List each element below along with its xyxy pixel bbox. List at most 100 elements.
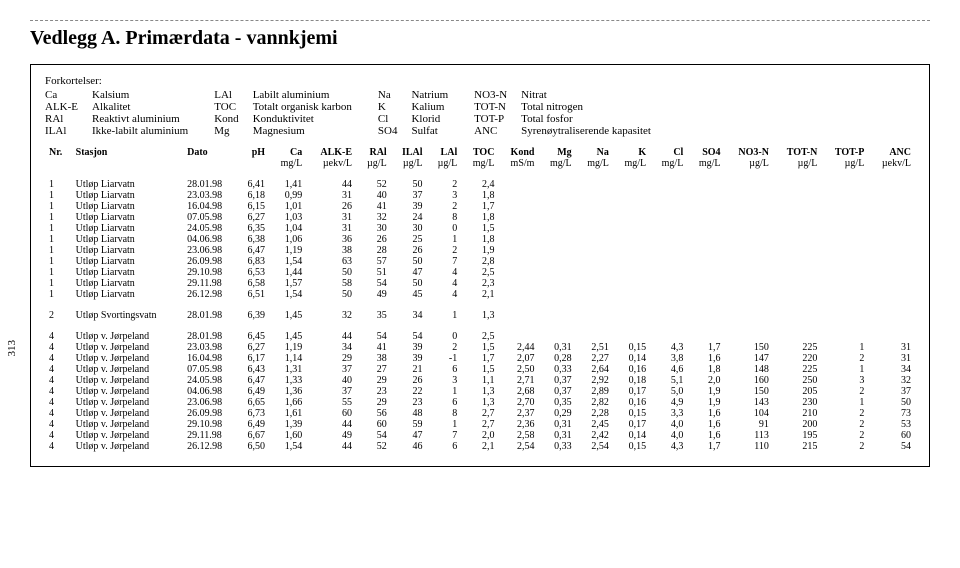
cell: 2,5 — [461, 267, 498, 278]
cell: 4,6 — [650, 364, 687, 375]
cell — [538, 223, 575, 234]
cell — [687, 331, 724, 342]
cell — [576, 179, 613, 190]
abbrev-key: RAl — [45, 113, 78, 125]
col-header: Nr. — [45, 147, 72, 158]
table-row: 4Utløp v. Jørpeland29.11.986,671,6049544… — [45, 430, 915, 441]
cell: 2 — [821, 419, 868, 430]
cell — [687, 223, 724, 234]
cell — [821, 190, 868, 201]
page-title: Vedlegg A. Primærdata - vannkjemi — [30, 27, 930, 50]
cell: 4 — [427, 278, 462, 289]
cell — [773, 201, 821, 212]
cell: 150 — [725, 386, 773, 397]
cell: 6,50 — [237, 441, 269, 452]
cell: 8 — [427, 408, 462, 419]
cell — [773, 190, 821, 201]
cell — [498, 256, 538, 267]
cell — [725, 212, 773, 223]
cell: 148 — [725, 364, 773, 375]
table-row: 4Utløp v. Jørpeland28.01.986,451,4544545… — [45, 331, 915, 342]
cell — [868, 201, 915, 212]
cell: 1,6 — [687, 353, 724, 364]
col-header: TOC — [461, 147, 498, 158]
cell: 4 — [45, 397, 72, 408]
table-row: 4Utløp v. Jørpeland23.03.986,271,1934413… — [45, 342, 915, 353]
col-unit: mg/L — [687, 158, 724, 169]
cell: 30 — [356, 223, 391, 234]
cell: 2,54 — [498, 441, 538, 452]
cell: Utløp Liarvatn — [72, 190, 183, 201]
table-row: 1Utløp Liarvatn28.01.986,411,4144525022,… — [45, 179, 915, 190]
cell — [868, 212, 915, 223]
cell: 7 — [427, 430, 462, 441]
abbrev-key: K — [378, 101, 398, 113]
cell: Utløp Liarvatn — [72, 179, 183, 190]
cell: 1,5 — [461, 342, 498, 353]
cell — [498, 245, 538, 256]
cell — [725, 278, 773, 289]
cell — [650, 223, 687, 234]
cell: 04.06.98 — [183, 386, 237, 397]
cell: 2,1 — [461, 441, 498, 452]
cell: 24.05.98 — [183, 375, 237, 386]
cell: Utløp v. Jørpeland — [72, 441, 183, 452]
col-header: SO4 — [687, 147, 724, 158]
cell: 6,58 — [237, 278, 269, 289]
cell — [613, 267, 650, 278]
cell — [725, 179, 773, 190]
cell: 1,19 — [269, 342, 306, 353]
cell: 1,9 — [461, 245, 498, 256]
cell: 3,3 — [650, 408, 687, 419]
cell: 1 — [821, 342, 868, 353]
col-header: TOT-P — [821, 147, 868, 158]
col-unit: µekv/L — [868, 158, 915, 169]
cell: Utløp Liarvatn — [72, 256, 183, 267]
cell: Utløp Liarvatn — [72, 234, 183, 245]
spacer-row — [45, 169, 915, 179]
cell: 2,45 — [576, 419, 613, 430]
abbrev-col: NO3-NNitratTOT-NTotal nitrogenTOT-PTotal… — [474, 89, 651, 137]
cell: 6 — [427, 397, 462, 408]
table-row: 1Utløp Liarvatn29.10.986,531,4450514742,… — [45, 267, 915, 278]
cell: 39 — [391, 353, 427, 364]
col-header: Stasjon — [72, 147, 183, 158]
cell: 23 — [391, 397, 427, 408]
cell: 31 — [868, 353, 915, 364]
cell: 2 — [427, 342, 462, 353]
table-row: 4Utløp v. Jørpeland29.10.986,491,3944605… — [45, 419, 915, 430]
cell: 1,54 — [269, 256, 306, 267]
cell — [687, 267, 724, 278]
cell — [650, 234, 687, 245]
cell: 4 — [45, 386, 72, 397]
cell: 60 — [306, 408, 356, 419]
cell — [538, 190, 575, 201]
cell — [613, 223, 650, 234]
cell: Utløp v. Jørpeland — [72, 397, 183, 408]
cell — [687, 278, 724, 289]
cell: 1 — [45, 267, 72, 278]
cell — [687, 190, 724, 201]
cell — [725, 201, 773, 212]
cell — [725, 190, 773, 201]
cell — [576, 245, 613, 256]
cell: 38 — [306, 245, 356, 256]
table-row: 4Utløp v. Jørpeland07.05.986,431,3137272… — [45, 364, 915, 375]
cell: 2,07 — [498, 353, 538, 364]
cell — [687, 245, 724, 256]
cell: 2,64 — [576, 364, 613, 375]
cell — [821, 289, 868, 300]
cell: 2,8 — [461, 256, 498, 267]
cell — [725, 234, 773, 245]
cell: 1,5 — [461, 223, 498, 234]
cell: 104 — [725, 408, 773, 419]
cell: 1 — [821, 397, 868, 408]
cell: 35 — [356, 310, 391, 321]
cell: 39 — [391, 201, 427, 212]
cell: 1,06 — [269, 234, 306, 245]
cell: 1,03 — [269, 212, 306, 223]
table-row: 4Utløp v. Jørpeland04.06.986,491,3637232… — [45, 386, 915, 397]
cell — [821, 223, 868, 234]
cell — [868, 190, 915, 201]
cell: 2,28 — [576, 408, 613, 419]
